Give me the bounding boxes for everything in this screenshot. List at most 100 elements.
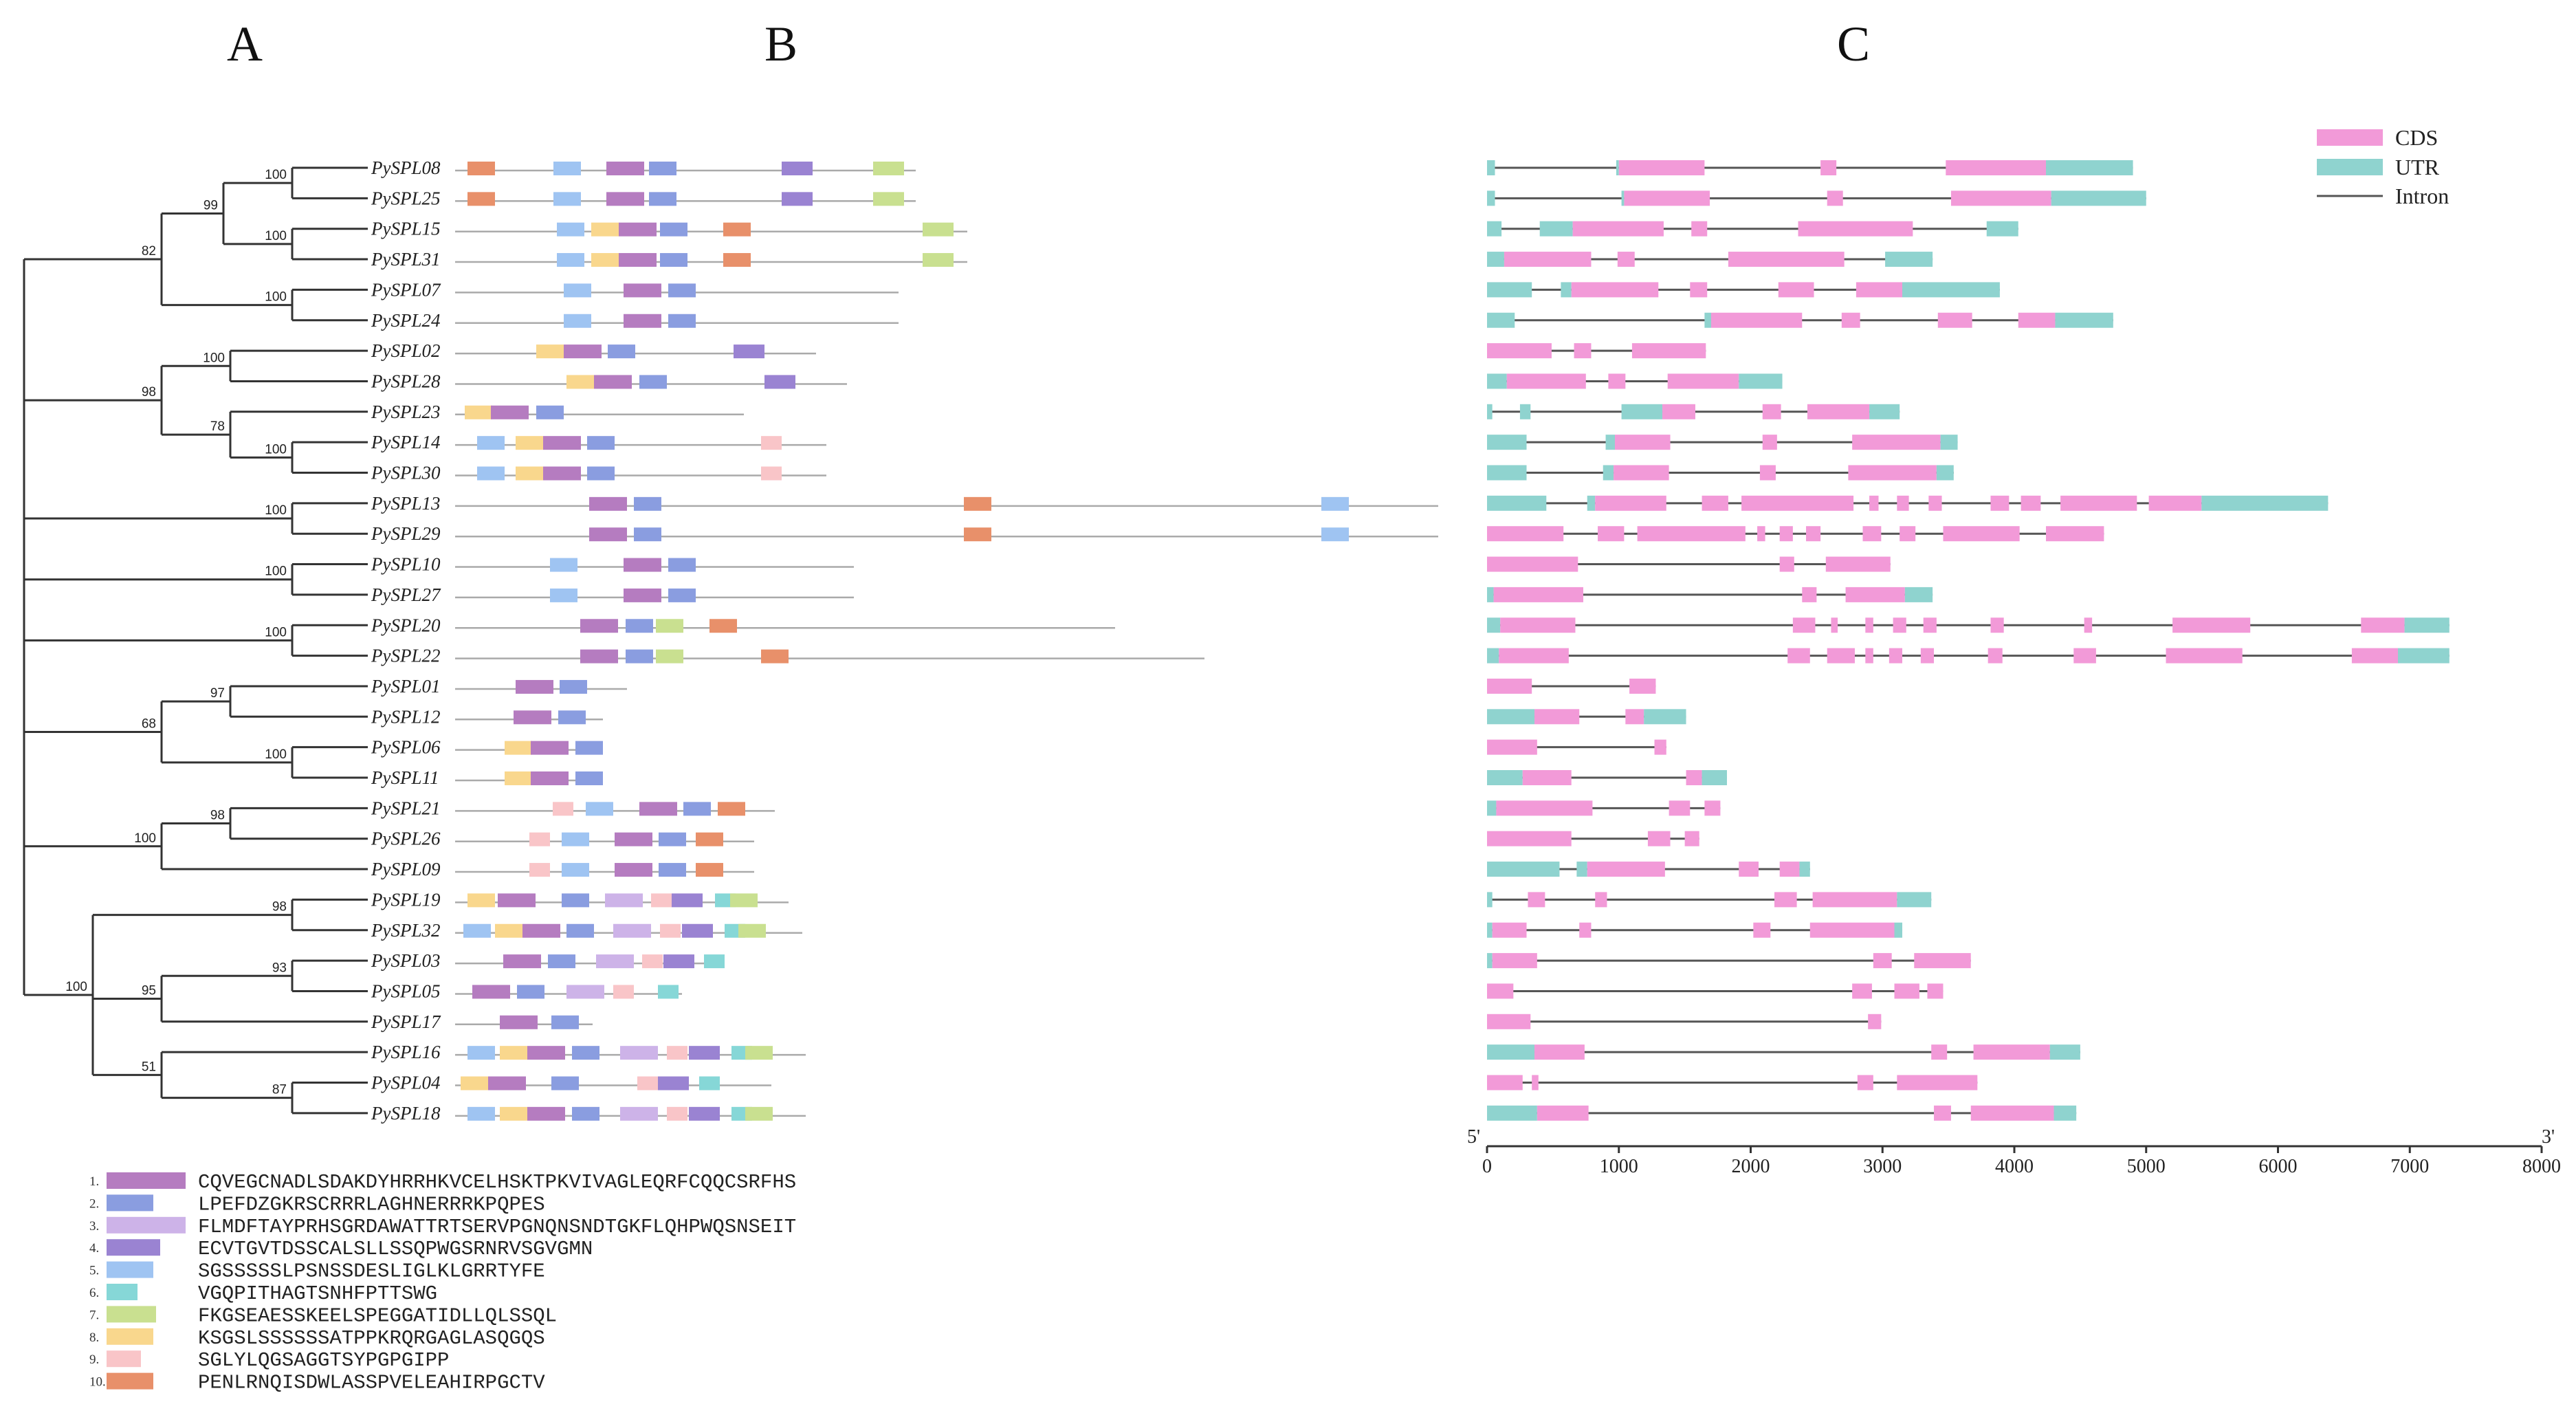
motif-legend-swatch <box>107 1216 186 1234</box>
cds-block <box>1950 190 2051 206</box>
motif-8-box <box>495 923 522 938</box>
cds-block <box>1973 1044 2050 1060</box>
cds-block <box>1759 465 1776 481</box>
cds-block <box>1857 1075 1873 1091</box>
motif-2-box <box>608 344 635 359</box>
gene-label: PySPL12 <box>371 706 441 727</box>
motif-9-box <box>529 863 550 877</box>
bootstrap-value: 97 <box>210 686 225 701</box>
motif-7-box <box>873 162 904 175</box>
utr-legend-swatch <box>2317 159 2383 175</box>
utr-block <box>1487 922 1493 938</box>
cds-block <box>1900 526 1916 542</box>
motif-7-box <box>738 923 766 938</box>
cds-legend-swatch <box>2317 129 2383 146</box>
cds-block <box>1574 343 1592 359</box>
motif-4-box <box>682 923 713 938</box>
motif-3-box <box>596 954 634 969</box>
utr-block <box>1487 282 1532 298</box>
gene-label: PySPL11 <box>371 767 439 788</box>
structure-legend: CDS UTR Intron <box>2317 125 2449 208</box>
cds-block <box>1492 953 1537 969</box>
motif-8-box <box>591 222 619 237</box>
cds-block <box>1988 648 2003 664</box>
cds-block <box>1873 953 1892 969</box>
utr-block <box>1897 892 1932 908</box>
utr-block <box>1576 862 1587 877</box>
cds-block <box>1897 495 1909 511</box>
phylogenetic-tree <box>23 166 368 1115</box>
gene-labels: PySPL08 PySPL25 PySPL15 PySPL31 PySPL07 PySPL… <box>371 157 441 1124</box>
motif-5-box <box>553 192 581 206</box>
motif-2-box <box>626 619 653 633</box>
utr-block <box>1487 862 1560 877</box>
motif-legend-swatch <box>107 1261 153 1278</box>
utr-block <box>1704 312 1711 328</box>
axis-tick-label: 6000 <box>2259 1156 2298 1177</box>
utr-block <box>1487 648 1499 664</box>
motif-8-box <box>516 436 543 450</box>
motif-8-box <box>566 375 594 389</box>
motif-5-box <box>564 314 591 328</box>
length-axis: 5' 3' 0 1000 2000 3000 4000 5000 6000 7000 8000 <box>1467 1126 2561 1177</box>
axis-tick-label: 5000 <box>2127 1156 2166 1177</box>
motif-10-box <box>723 222 751 237</box>
motif-legend-swatch <box>107 1239 160 1256</box>
motif-8-box <box>516 466 543 481</box>
bootstrap-value: 100 <box>134 831 156 846</box>
motif-4-box <box>782 192 813 206</box>
motif-8-box <box>591 253 619 267</box>
gene-label: PySPL10 <box>371 554 441 575</box>
motif-1-box <box>543 436 581 450</box>
gene-label: PySPL19 <box>371 889 441 910</box>
utr-block <box>1869 404 1900 419</box>
panel-label-a: A <box>227 17 263 72</box>
cds-block <box>1848 465 1937 481</box>
motif-5-box <box>553 162 581 175</box>
cds-block <box>1827 648 1855 664</box>
motif-5-box <box>463 923 491 938</box>
utr-block <box>1487 1044 1535 1060</box>
motif-7-box <box>745 1046 773 1060</box>
cds-block <box>1802 587 1817 602</box>
gene-label: PySPL07 <box>371 279 441 300</box>
motif-1-box <box>639 802 677 816</box>
cds-block <box>1667 373 1739 389</box>
cds-block <box>1625 709 1644 725</box>
utr-block <box>1487 252 1504 267</box>
utr-block <box>1986 221 2018 237</box>
cds-block <box>2172 617 2251 633</box>
cds-block <box>1841 312 1860 328</box>
bootstrap-value: 100 <box>265 625 287 639</box>
utr-block <box>2397 648 2450 664</box>
motif-2-box <box>660 253 687 267</box>
motif-3-box <box>566 985 604 999</box>
motif-3-box <box>620 1046 658 1060</box>
motif-1-box <box>516 679 553 694</box>
motif-1-box <box>564 344 602 359</box>
motif-8-box <box>505 771 532 785</box>
motif-4-box <box>782 162 813 175</box>
utr-block <box>1621 190 1625 206</box>
motif-8-box <box>536 344 564 359</box>
motif-2-box <box>649 162 676 175</box>
motif-5-box <box>557 253 584 267</box>
motif-10-box <box>696 863 723 877</box>
motif-9-box <box>651 893 672 908</box>
utr-block <box>1605 435 1615 450</box>
axis-tick-label: 8000 <box>2522 1156 2561 1177</box>
motif-5-box <box>477 466 505 481</box>
axis-tick-label: 1000 <box>1600 1156 1638 1177</box>
utr-block <box>1487 465 1527 481</box>
motif-5-box <box>564 283 591 298</box>
cds-block <box>1806 526 1821 542</box>
gene-structure-panel <box>1487 160 2450 1121</box>
motif-1-box <box>594 375 632 389</box>
motif-1-box <box>491 405 529 419</box>
cds-block <box>1827 190 1843 206</box>
cds-block <box>1522 770 1572 785</box>
cds-block <box>1931 1044 1948 1060</box>
motif-7-box <box>656 619 683 633</box>
bootstrap-value: 100 <box>265 168 287 182</box>
